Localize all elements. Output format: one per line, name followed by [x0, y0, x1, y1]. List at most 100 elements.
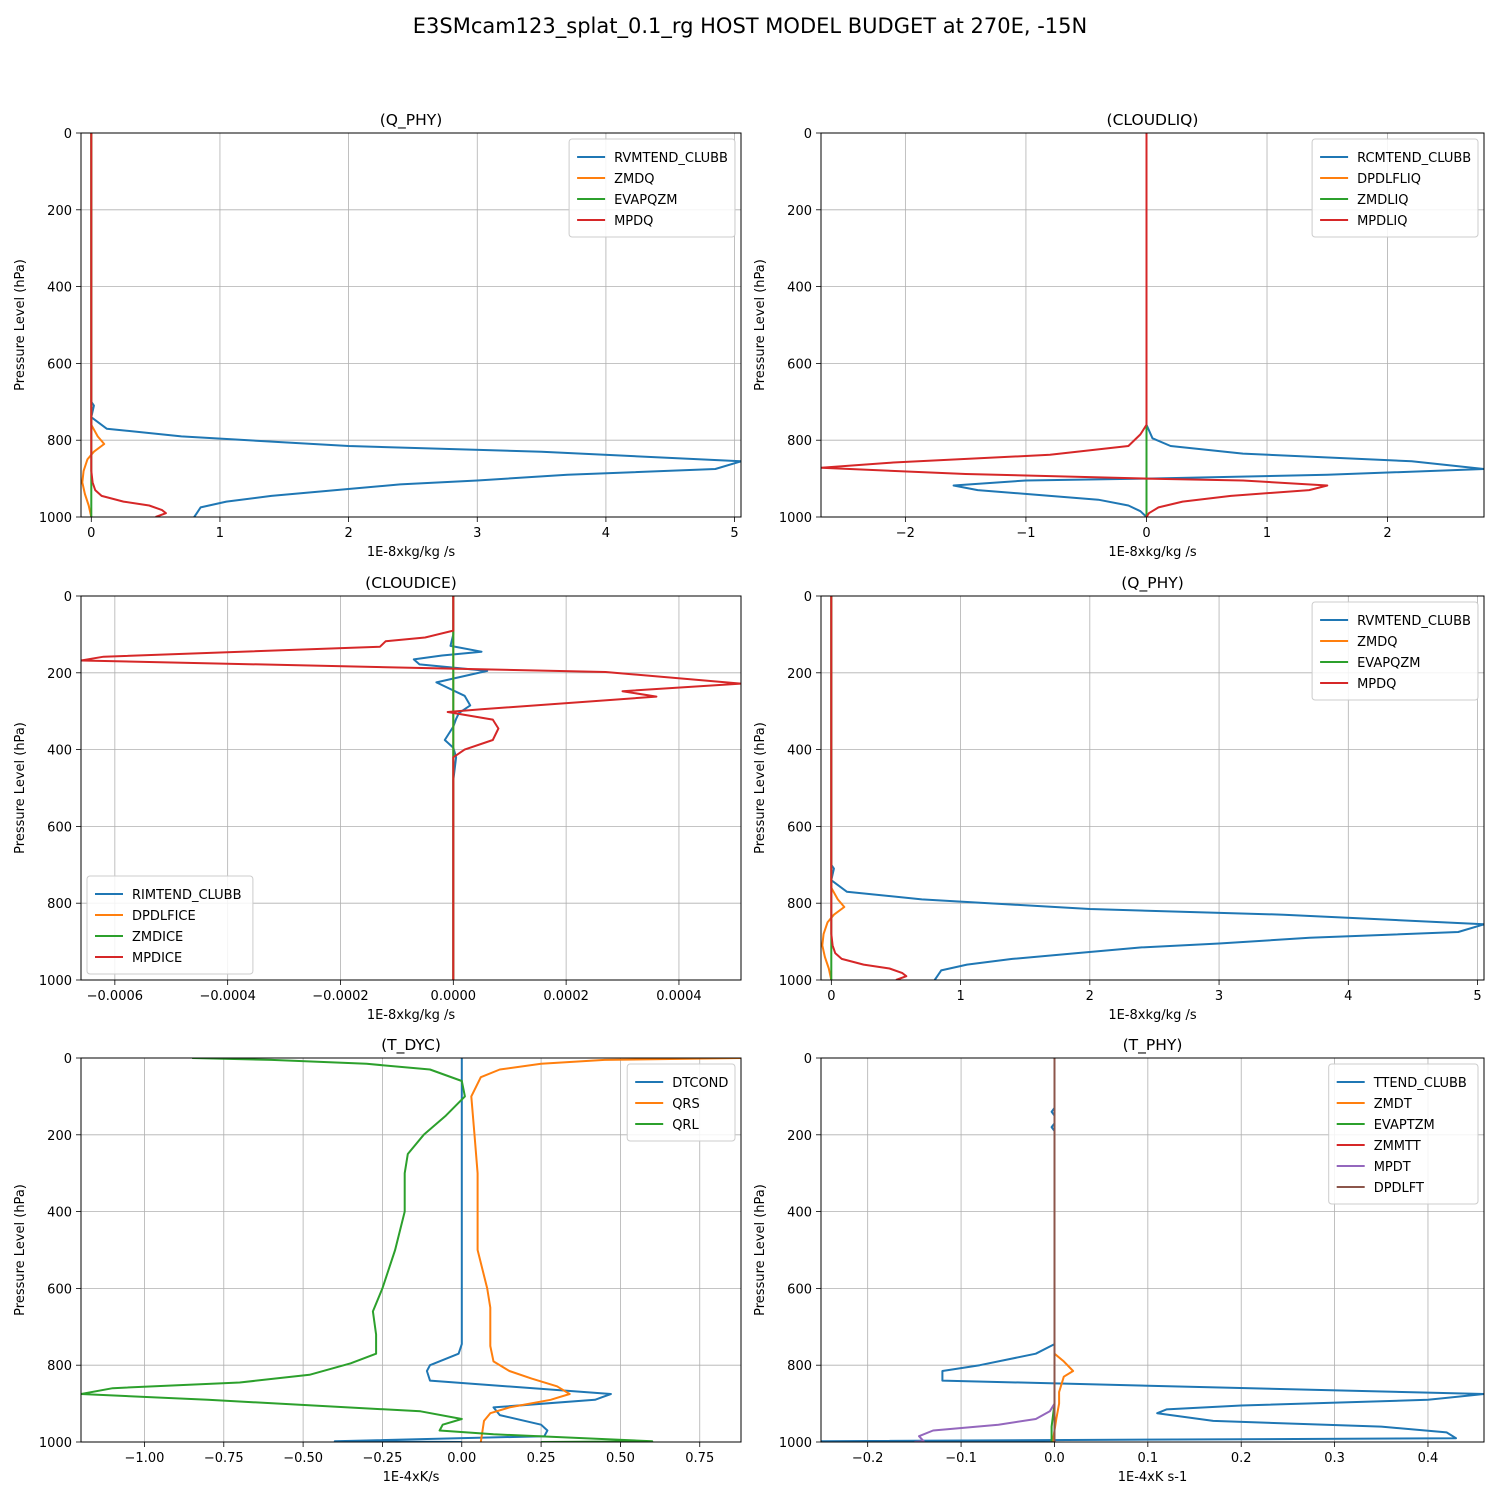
series-line-rimtend-clubb [412, 596, 489, 980]
y-tick-label: 0 [64, 1052, 72, 1067]
legend-label: EVAPQZM [614, 193, 677, 208]
x-tick-label: 0.25 [527, 1451, 556, 1466]
x-tick-label: 2 [1086, 989, 1094, 1004]
x-axis-label: 1E-8xkg/kg /s [367, 1008, 456, 1023]
y-axis-label: Pressure Level (hPa) [753, 259, 768, 391]
series-line-qrl [81, 1058, 654, 1442]
legend-label: RIMTEND_CLUBB [132, 888, 242, 903]
legend-label: MPDQ [614, 214, 653, 229]
legend: TTEND_CLUBB ZMDT EVAPTZM ZMMTT MPDT DPDLFT [1328, 1063, 1479, 1205]
y-tick-label: 200 [47, 204, 72, 219]
x-axis-label: 1E-4xK/s [383, 1470, 440, 1485]
x-tick-label: 0.1 [1137, 1451, 1158, 1466]
legend-box [568, 138, 736, 238]
y-tick-label: 400 [787, 1206, 812, 1221]
x-tick-label: −1 [1016, 526, 1035, 541]
y-tick-label: 600 [787, 1282, 812, 1297]
y-tick-label: 200 [787, 204, 812, 219]
axes-frame [820, 132, 1485, 518]
x-tick-label: 0.3 [1324, 1451, 1345, 1466]
y-tick-label: 200 [47, 667, 72, 682]
x-tick-label: 3 [473, 526, 481, 541]
chart-panel-6: −0.2 −0.1 0.0 0.1 0.2 0.3 0.4 0 200 400 600 800 1000… [753, 1036, 1485, 1485]
legend-box [626, 1063, 736, 1142]
x-tick-label: 0.2 [1231, 1451, 1252, 1466]
axes-frame [80, 595, 742, 981]
series-line-mpdliq [821, 133, 1329, 517]
x-tick-label: 0.0000 [431, 989, 477, 1004]
x-axis-label: 1E-8xkg/kg /s [367, 545, 456, 560]
legend-label: EVAPTZM [1374, 1118, 1435, 1133]
legend-label: RVMTEND_CLUBB [614, 151, 728, 166]
legend-label: RVMTEND_CLUBB [1357, 614, 1471, 629]
y-tick-label: 1000 [779, 511, 812, 526]
x-tick-label: 0 [1142, 526, 1150, 541]
x-tick-label: 0.0002 [543, 989, 589, 1004]
y-tick-label: 200 [787, 667, 812, 682]
y-tick-label: 400 [47, 744, 72, 759]
y-axis-label: Pressure Level (hPa) [753, 1184, 768, 1316]
series-line-qrs [470, 1058, 741, 1442]
x-tick-label: −0.75 [204, 1451, 244, 1466]
legend-label: EVAPQZM [1357, 656, 1420, 671]
legend-box [1311, 601, 1479, 701]
series-line-mpdq [830, 596, 908, 980]
chart-panel-5: −1.00 −0.75 −0.50 −0.25 0.00 0.25 0.50 0.75 0 200… [13, 1036, 742, 1485]
y-tick-label: 200 [47, 1129, 72, 1144]
figure-title: E3SMcam123_splat_0.1_rg HOST MODEL BUDGE… [412, 14, 1088, 38]
panel-title: (T_DYC) [381, 1036, 441, 1055]
legend: RIMTEND_CLUBB DPDLFICE ZMDICE MPDICE [86, 875, 254, 975]
legend-label: ZMDICE [132, 930, 183, 945]
x-tick-label: 4 [602, 526, 610, 541]
legend-label: MPDQ [1357, 677, 1396, 692]
legend-box [1328, 1063, 1479, 1205]
y-axis-label: Pressure Level (hPa) [13, 259, 28, 391]
x-tick-label: −0.25 [363, 1451, 403, 1466]
y-tick-label: 1000 [39, 511, 72, 526]
series-line-mpdt [914, 1058, 1056, 1442]
y-tick-label: 800 [787, 1359, 812, 1374]
axes-frame [820, 1057, 1485, 1443]
series-line-zmdq [821, 596, 846, 980]
axes-frame [80, 132, 742, 518]
chart-panel-1: 0 1 2 3 4 5 0 200 400 600 800 1000 (Q_PHY) 1E-8xkg/kg… [13, 111, 742, 560]
axes-frame [820, 595, 1485, 981]
y-tick-label: 800 [47, 1359, 72, 1374]
chart-panel-3: −0.0006 −0.0004 −0.0002 0.0000 0.0002 0.0004 0… [13, 574, 742, 1023]
panel-title: (T_PHY) [1123, 1036, 1183, 1055]
x-tick-label: 0.00 [447, 1451, 476, 1466]
x-tick-label: 0 [87, 526, 95, 541]
x-tick-label: 0.75 [685, 1451, 714, 1466]
legend-box [1311, 138, 1479, 238]
legend-label: MPDLIQ [1357, 214, 1407, 229]
y-tick-label: 0 [64, 590, 72, 605]
legend-label: RCMTEND_CLUBB [1357, 151, 1471, 166]
x-tick-label: −0.0002 [312, 989, 368, 1004]
x-tick-label: 4 [1344, 989, 1352, 1004]
y-tick-label: 600 [47, 820, 72, 835]
y-tick-label: 800 [47, 897, 72, 912]
y-tick-label: 0 [804, 590, 812, 605]
y-tick-label: 400 [47, 281, 72, 296]
panel-title: (Q_PHY) [1121, 574, 1184, 593]
y-tick-label: 0 [804, 127, 812, 142]
x-axis-label: 1E-4xK s-1 [1118, 1470, 1188, 1485]
y-tick-label: 600 [47, 357, 72, 372]
legend-label: DPDLFLIQ [1357, 172, 1421, 187]
legend-box [86, 875, 254, 975]
x-tick-label: 0.50 [606, 1451, 635, 1466]
y-tick-label: 0 [64, 127, 72, 142]
legend: RVMTEND_CLUBB ZMDQ EVAPQZM MPDQ [568, 138, 736, 238]
chart-panel-2: −2 −1 0 1 2 0 200 400 600 800 1000 (CLOUDLIQ) 1E-8xk… [753, 111, 1485, 560]
x-tick-label: 3 [1215, 989, 1223, 1004]
y-tick-label: 400 [787, 744, 812, 759]
y-tick-label: 200 [787, 1129, 812, 1144]
y-tick-label: 600 [787, 357, 812, 372]
legend-label: DPDLFT [1374, 1181, 1424, 1196]
x-tick-label: 0 [827, 989, 835, 1004]
x-axis-label: 1E-8xkg/kg /s [1108, 1008, 1197, 1023]
legend: DTCOND QRS QRL [626, 1063, 736, 1142]
legend-label: ZMDLIQ [1357, 193, 1408, 208]
series-line-mpdice [81, 596, 741, 980]
